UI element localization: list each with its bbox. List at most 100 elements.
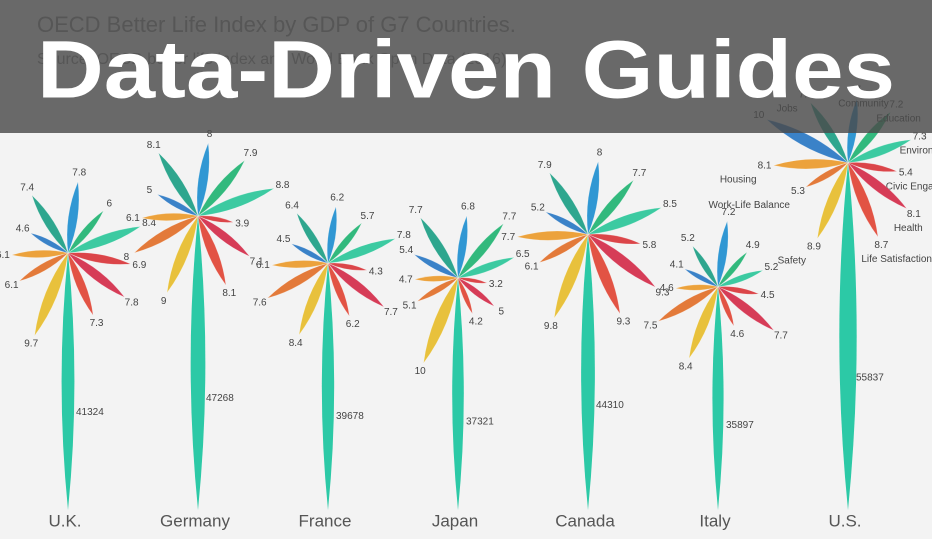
petal [140, 213, 200, 221]
value-label: 4.6 [660, 283, 674, 294]
petal [688, 285, 719, 360]
value-label: 7.7 [502, 211, 516, 222]
value-label: 8.4 [289, 338, 303, 349]
petal [296, 212, 329, 265]
dimension-label: Health [894, 223, 923, 234]
value-label: 6.8 [461, 202, 475, 213]
value-label: 8.4 [679, 361, 693, 372]
value-label: 7.9 [244, 148, 258, 159]
petal [290, 243, 330, 264]
banner-title: Data-Driven Guides [37, 25, 895, 116]
flower: 44310 Canada 8 7.7 8.5 5.8 9.3 9.3 9.8 6.1 7.7 5.2 7… [501, 147, 677, 530]
petal [327, 262, 385, 308]
petal [66, 180, 80, 255]
petal [544, 211, 590, 235]
value-label: 4.2 [469, 317, 483, 328]
value-label: 5.4 [399, 245, 413, 256]
value-label: 7.4 [20, 182, 34, 193]
value-label: 7.7 [384, 307, 398, 318]
petal [197, 215, 251, 257]
value-label: 7.7 [501, 232, 515, 243]
petal [586, 207, 663, 235]
value-label: 6.9 [132, 260, 146, 271]
dimension-label: Life Satisfaction [861, 254, 932, 265]
value-label: 8.1 [758, 160, 772, 171]
value-label: 4.5 [277, 234, 291, 245]
petal [516, 230, 590, 241]
value-label: 3.2 [489, 279, 503, 290]
value-label: 5.1 [403, 300, 417, 311]
country-label: U.S. [828, 511, 861, 530]
value-label: 9 [161, 296, 167, 307]
value-label: 8.1 [907, 209, 921, 220]
petal [423, 276, 459, 365]
value-label: 7.8 [397, 230, 411, 241]
value-label: 6 [106, 198, 112, 209]
petal [327, 222, 363, 265]
petal [166, 214, 199, 294]
petal [18, 252, 70, 282]
petal [457, 222, 505, 279]
value-label: 9.7 [24, 339, 38, 350]
value-label: 7.5 [643, 320, 657, 331]
value-label: 7.8 [72, 168, 86, 179]
value-label: 5.7 [361, 211, 375, 222]
flower: 39678 France 6.2 5.7 7.8 4.3 7.7 6.2 8.4 7.6 6.1 4.… [253, 192, 412, 530]
petal [326, 238, 397, 264]
petal [29, 232, 70, 254]
petal [816, 161, 849, 240]
petal [327, 262, 350, 318]
gdp-label: 55837 [856, 373, 884, 384]
petal [683, 268, 720, 288]
country-label: Japan [432, 511, 478, 530]
petal [586, 233, 642, 245]
petal [587, 233, 657, 288]
petal [717, 285, 735, 328]
value-label: 5.2 [531, 202, 545, 213]
value-label: 7.7 [409, 205, 423, 216]
value-label: 7.1 [250, 256, 264, 267]
petal [587, 179, 635, 236]
petal [31, 194, 69, 254]
gdp-label: 41324 [76, 407, 104, 418]
gdp-label: 39678 [336, 411, 364, 422]
value-label: 10 [415, 366, 427, 377]
petal [674, 284, 720, 291]
value-label: 7.2 [722, 207, 736, 218]
petal [456, 277, 489, 284]
gdp-label: 44310 [596, 400, 624, 411]
value-label: 5 [499, 306, 505, 317]
value-label: 6.5 [516, 249, 530, 260]
value-label: 9.3 [656, 287, 670, 298]
stem [712, 286, 724, 510]
dimension-label: Work-Life Balance [708, 200, 790, 211]
petal [196, 141, 210, 218]
petal [34, 251, 69, 337]
value-label: 7.8 [125, 297, 139, 308]
petal [772, 158, 850, 170]
petal [716, 286, 760, 295]
value-label: 9.8 [544, 321, 558, 332]
value-label: 5.2 [764, 262, 778, 273]
stem [321, 263, 335, 510]
petal [419, 216, 459, 279]
value-label: 8.4 [142, 218, 156, 229]
value-label: 5.8 [642, 240, 656, 251]
value-label: 7.7 [774, 331, 788, 342]
value-label: 4.9 [746, 240, 760, 251]
country-label: Canada [555, 511, 615, 530]
value-label: 7.6 [253, 297, 267, 308]
gdp-label: 37321 [466, 416, 494, 427]
value-label: 4.6 [16, 224, 30, 235]
stem [190, 216, 206, 510]
petal [587, 233, 621, 315]
petal [657, 286, 720, 322]
petal [548, 171, 589, 236]
value-label: 7.9 [538, 160, 552, 171]
petal [298, 262, 329, 336]
value-label: 8.7 [874, 240, 888, 251]
dimension-label: Safety [778, 256, 806, 267]
petal [692, 245, 719, 288]
petal [156, 193, 200, 217]
